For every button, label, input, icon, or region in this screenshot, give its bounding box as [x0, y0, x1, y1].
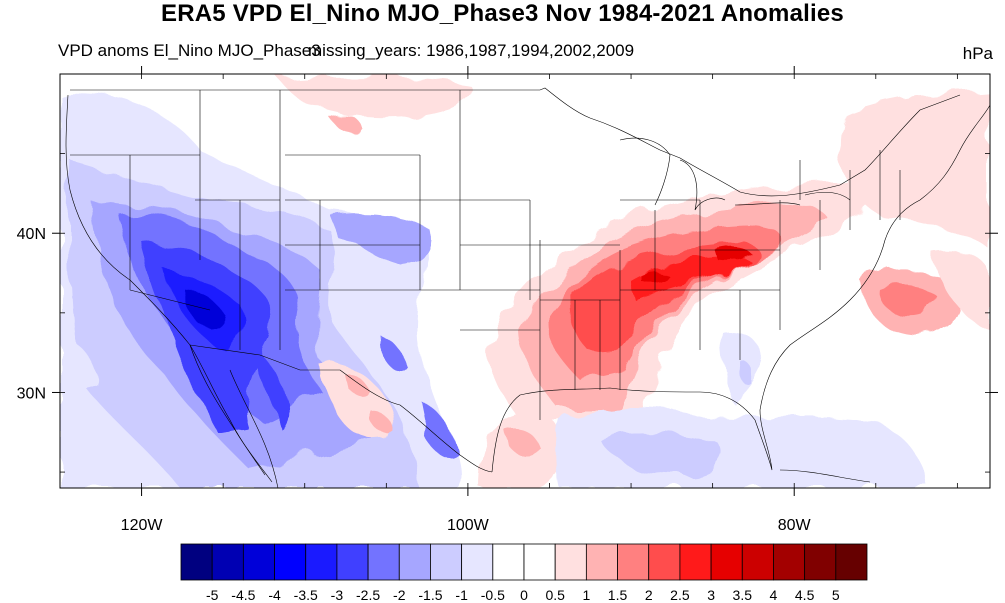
colorbar-swatch [305, 543, 338, 581]
colorbar-label: -1 [455, 587, 468, 603]
gulf-coast [491, 104, 990, 473]
state-borders [70, 90, 901, 420]
us-canada-border [70, 87, 961, 197]
colorbar-label: 1.5 [608, 587, 628, 603]
us-mexico-border [189, 344, 493, 473]
colorbar-swatch [773, 543, 806, 581]
tick-layer: 120W 100W 80W 40N 30N [17, 66, 998, 534]
west-coast [65, 94, 266, 476]
colorbar-swatch [336, 543, 369, 581]
colorbar-swatch [554, 543, 587, 581]
colorbar-label: -4 [268, 587, 281, 603]
center-subtitle: missing_years: 1986,1987,1994,2002,2009 [308, 41, 635, 60]
colorbar-label: -3.5 [294, 587, 318, 603]
colorbar-label: 2.5 [670, 587, 690, 603]
colorbar-label: -2 [393, 587, 406, 603]
colorbar-label: 4 [770, 587, 778, 603]
colorbar-label: -2.5 [356, 587, 380, 603]
colorbar-swatch [741, 543, 774, 581]
colorbar-label: -5 [206, 587, 219, 603]
baja-california [189, 344, 279, 488]
colorbar-label: 0 [520, 587, 528, 603]
colorbar-swatch [835, 543, 868, 581]
colorbar-label: 3.5 [733, 587, 753, 603]
lat-tick-label: 40N [17, 226, 46, 243]
colorbar-label: 1 [582, 587, 590, 603]
colorbar-swatch [274, 543, 307, 581]
colorbar-swatch [180, 543, 213, 581]
colorbar: -5 -4.5 -4 -3.5 -3 -2.5 -2 -1.5 -1 -0.5 0 0.5 1 1.5 2 2… [180, 543, 868, 603]
colorbar-swatch [648, 543, 681, 581]
colorbar-swatch [242, 543, 275, 581]
colorbar-swatch [679, 543, 712, 581]
map-boundaries [65, 87, 990, 488]
left-subtitle: VPD anoms El_Nino MJO_Phase3 [58, 41, 321, 60]
colorbar-swatch [430, 543, 463, 581]
lat-tick-label: 30N [17, 385, 46, 402]
colorbar-swatch [617, 543, 650, 581]
colorbar-label: -4.5 [231, 587, 255, 603]
lon-tick-label: 100W [447, 517, 490, 534]
figure-title: ERA5 VPD El_Nino MJO_Phase3 Nov 1984-202… [161, 0, 844, 27]
colorbar-swatch [211, 543, 244, 581]
colorbar-swatch [492, 543, 525, 581]
colorbar-label: -0.5 [481, 587, 505, 603]
units-label: hPa [962, 44, 993, 63]
colorbar-swatch [804, 543, 837, 581]
colorbar-label: 0.5 [545, 587, 565, 603]
colorbar-swatch [398, 543, 431, 581]
colorbar-label: 2 [645, 587, 653, 603]
colorbar-label: 5 [832, 587, 840, 603]
colorbar-swatch [710, 543, 743, 581]
lon-tick-label: 80W [778, 517, 812, 534]
colorbar-swatch [585, 543, 618, 581]
great-lakes [619, 137, 851, 211]
cuba [779, 469, 871, 483]
lon-tick-label: 120W [121, 517, 164, 534]
vpd-anomaly-field [60, 74, 990, 488]
colorbar-swatch [461, 543, 494, 581]
colorbar-swatch [367, 543, 400, 581]
colorbar-label: 4.5 [795, 587, 815, 603]
colorbar-label: -1.5 [418, 587, 442, 603]
colorbar-label: 3 [707, 587, 715, 603]
colorbar-label: -3 [331, 587, 344, 603]
colorbar-swatch [523, 543, 556, 581]
map-frame: 120W 100W 80W 40N 30N [17, 66, 998, 534]
